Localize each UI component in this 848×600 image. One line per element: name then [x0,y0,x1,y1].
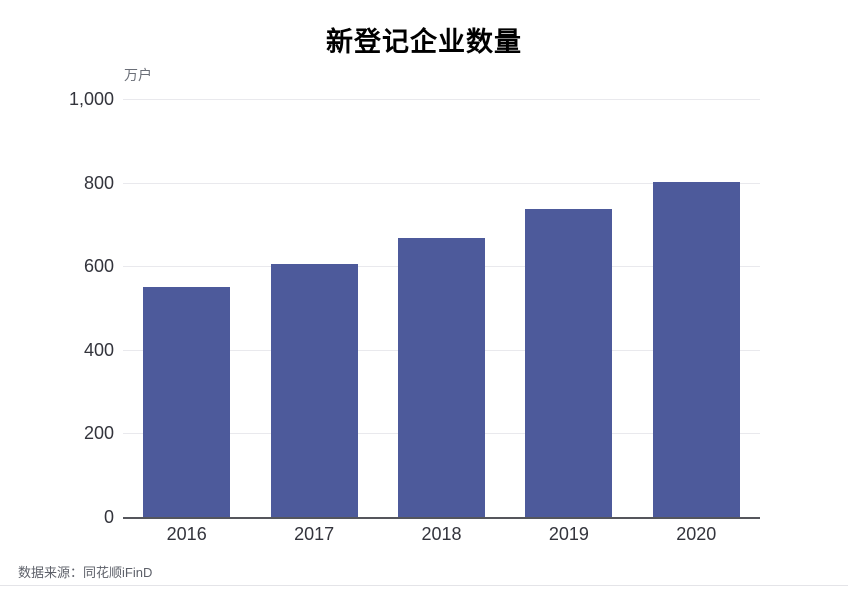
x-tick-label-2016: 2016 [166,524,207,544]
x-tick-label-2020: 2020 [676,524,717,544]
x-axis-baseline [123,517,760,519]
x-tick-label-2017: 2017 [294,524,335,544]
gridline-800 [123,182,760,184]
y-tick-label-400: 400 [83,339,114,360]
x-tick-label-2019: 2019 [548,524,589,544]
y-tick-label-800: 800 [83,172,114,193]
plot-area [123,99,760,519]
bar-2020 [652,182,740,518]
bar-2018 [398,237,485,518]
bar-2017 [270,264,358,518]
y-tick-label-600: 600 [83,256,114,277]
y-axis-tick-labels: 0 200 400 600 800 1,000 [0,89,114,527]
y-tick-label-200: 200 [83,423,114,444]
footer-divider [0,585,848,586]
x-tick-label-2018: 2018 [421,524,462,544]
bar-2016 [143,286,231,518]
gridline-1000 [123,99,760,100]
bar-2019 [525,209,613,518]
y-tick-label-0: 0 [103,507,114,528]
x-axis-tick-labels: 2016 2017 2018 2019 2020 [123,524,760,550]
y-tick-label-1000: 1,000 [68,89,114,110]
chart-title: 新登记企业数量 [326,27,522,57]
source-note: 数据来源：同花顺iFinD [18,565,153,580]
y-axis-unit-label: 万户 [124,67,152,83]
